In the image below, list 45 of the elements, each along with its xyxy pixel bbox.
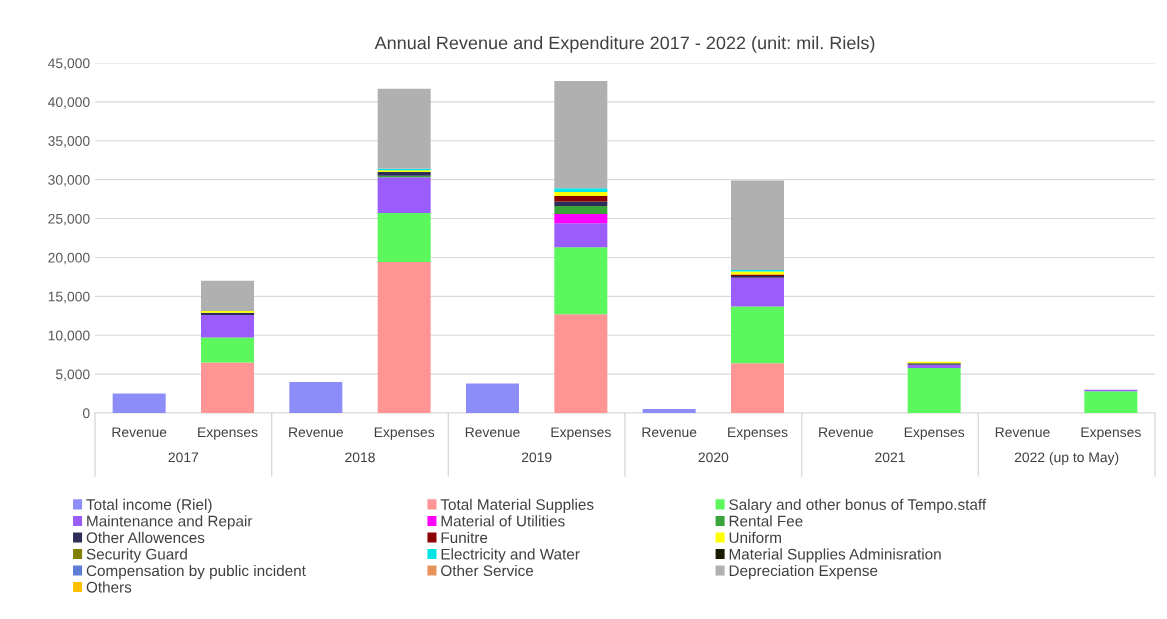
legend-label: Electricity and Water: [441, 548, 580, 563]
y-tick-label: 20,000: [48, 252, 90, 265]
y-tick-label: 15,000: [48, 291, 90, 304]
legend-label: Total income (Riel): [86, 498, 212, 513]
legend-label: Funitre: [441, 531, 488, 544]
y-tick-label: 35,000: [48, 136, 90, 148]
x-tick-label: Expenses: [1081, 427, 1141, 440]
text: 2019: [521, 452, 552, 463]
text: 2021: [875, 452, 905, 463]
legend-label: Compensation by public incident: [86, 564, 306, 580]
legend-label: Security Guard: [86, 548, 187, 563]
x-tick-label: Revenue: [289, 427, 344, 438]
y-tick-label: 25,000: [48, 213, 90, 226]
legend-label: Maintenance and Repair: [87, 515, 253, 530]
y-tick-label: 10,000: [48, 330, 90, 343]
text: 2022 (up to May): [1014, 452, 1119, 465]
y-tick-label: 0: [82, 408, 90, 419]
legend-label: Other Allowences: [86, 531, 205, 544]
x-tick-label: Revenue: [465, 427, 520, 438]
y-tick-label: 40,000: [47, 97, 90, 109]
legend-label: Salary and other bonus of Tempo.staff: [729, 498, 987, 513]
x-tick-label: Revenue: [995, 427, 1050, 438]
x-tick-label: Expenses: [198, 427, 258, 440]
legend-label: Uniform: [729, 531, 781, 544]
legend-label: Depreciation Expense: [729, 564, 878, 580]
x-tick-label: Expenses: [904, 427, 965, 440]
text: 2017: [168, 452, 199, 463]
legend-label: Rental Fee: [729, 515, 803, 527]
x-tick-label: Revenue: [112, 427, 167, 438]
x-tick-label: Expenses: [728, 427, 788, 440]
legend-label: Others: [86, 581, 132, 593]
text: 2018: [345, 452, 375, 463]
x-tick-label: Revenue: [642, 427, 697, 438]
y-tick-label: 5,000: [55, 369, 90, 381]
legend-label: Other Service: [441, 564, 534, 577]
text: 2020: [698, 452, 729, 463]
x-tick-label: Revenue: [819, 427, 874, 438]
legend-label: Material of Utilities: [441, 515, 565, 527]
y-tick-label: 30,000: [48, 175, 90, 187]
legend-label: Material Supplies Adminisration: [729, 548, 941, 563]
y-tick-label: 45,000: [47, 58, 90, 70]
x-tick-label: Expenses: [374, 427, 435, 440]
x-tick-label: Expenses: [551, 427, 611, 440]
legend-label: Total Material Supplies: [440, 498, 594, 513]
chart-title: Annual Revenue and Expenditure 2017 - 2022 (unit: mil. Riels): [374, 36, 875, 53]
